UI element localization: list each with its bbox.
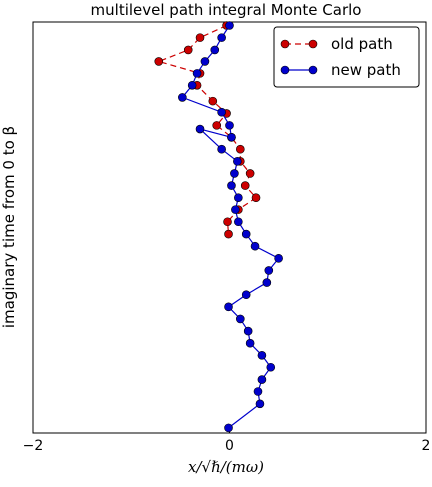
data-point [255,399,265,409]
data-point [230,169,239,178]
data-point [178,93,187,102]
data-point [243,326,253,336]
data-point [250,241,260,251]
legend: old path new path [273,26,420,88]
data-point [251,193,261,203]
data-point [262,278,272,287]
data-point [241,229,251,239]
plot-area [32,21,427,434]
data-point [183,45,193,55]
x-axis-label: x/√ℏ/(mω) [188,458,264,476]
data-point [200,57,210,66]
data-point [245,338,255,348]
data-point [225,121,234,130]
legend-marker [308,65,318,75]
data-point [241,290,251,299]
y-axis-label: imaginary time from 0 to β [0,126,18,328]
legend-marker [280,65,290,75]
data-point [195,124,205,134]
x-tick-labels: −2 0 2 [23,438,431,454]
data-point [217,107,226,117]
data-point [233,157,242,166]
x-tick-label: 2 [422,438,431,454]
data-point [227,181,236,190]
data-point [217,144,226,154]
legend-marker [308,39,318,49]
data-point [257,351,267,360]
data-point [195,33,205,42]
data-point [225,21,234,30]
data-point [236,144,245,154]
data-point [154,57,164,66]
series-line [156,24,257,235]
data-point [236,314,245,324]
series-layer [154,21,283,433]
series-new-path [178,21,283,433]
data-point [217,33,226,42]
x-tick-label: −2 [23,438,44,454]
data-point [224,423,233,433]
data-point [274,254,283,263]
legend-entry: old path [280,35,393,53]
data-point [210,45,220,55]
legend-items: old path new path [280,35,401,79]
data-point [224,302,233,312]
data-point [234,217,243,227]
series-old-path [154,21,261,239]
data-point [212,121,222,130]
legend-marker [280,39,290,49]
data-point [227,132,236,142]
data-point [266,362,276,372]
data-point [187,80,197,90]
data-point [264,266,274,275]
data-point [223,217,232,227]
data-point [240,181,250,190]
legend-label: new path [331,61,401,79]
series-line [181,25,280,429]
data-point [234,193,243,203]
x-tick-label: 0 [225,438,234,454]
data-point [245,169,255,178]
data-point [208,96,218,106]
data-point [224,229,233,239]
legend-entry: new path [280,61,401,79]
data-point [253,387,263,396]
legend-label: old path [331,35,393,53]
data-point [231,205,240,214]
data-point [257,375,267,384]
chart-title: multilevel path integral Monte Carlo [91,1,362,19]
data-point [192,69,202,78]
